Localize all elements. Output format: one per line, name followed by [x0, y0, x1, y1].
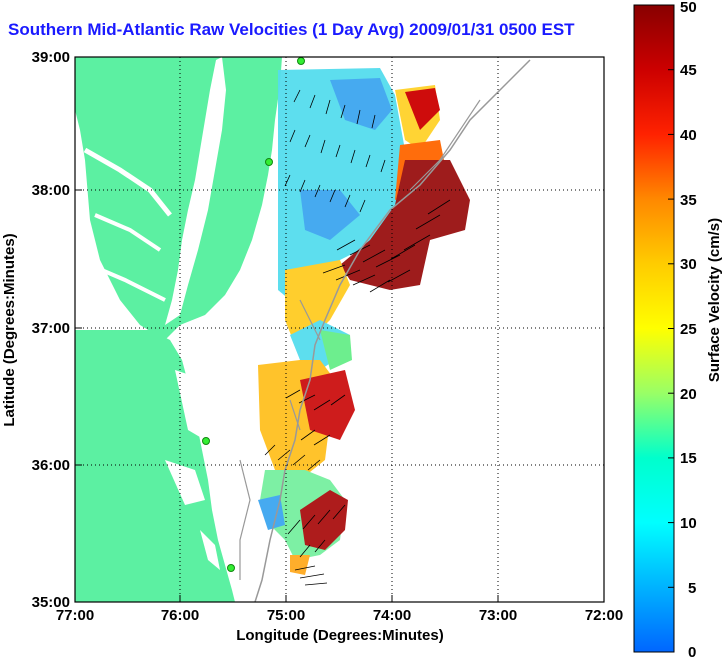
radar-station-marker: [202, 437, 210, 445]
x-tick-label: 72:00: [585, 607, 623, 624]
colorbar-tick-label: 5: [688, 580, 696, 597]
colorbar-tick-label: 0: [688, 644, 696, 659]
colorbar-label: Surface Velocity (cm/s): [706, 218, 723, 382]
bathymetry-contour: [409, 99, 481, 191]
tidal-river: [94, 213, 162, 252]
plot-frame: [74, 56, 605, 603]
radar-stations: [202, 57, 305, 572]
colorbar-tick-label: 10: [680, 515, 697, 532]
x-tick-label: 76:00: [161, 607, 199, 624]
tidal-river: [83, 147, 172, 217]
colorbar-tick-label: 20: [680, 386, 697, 403]
y-axis-label: Latitude (Degrees:Minutes): [1, 233, 18, 426]
colorbar-tick-label: 30: [680, 256, 697, 273]
colorbar-tick-label: 25: [680, 321, 697, 338]
x-axis-label: Longitude (Degrees:Minutes): [236, 627, 444, 644]
sound-inlet: [200, 530, 220, 570]
tidal-river: [89, 263, 166, 302]
x-tick-label: 75:00: [267, 607, 305, 624]
bathymetry-contour: [239, 299, 321, 580]
x-tick-label: 73:00: [479, 607, 517, 624]
bathymetry-contour: [254, 59, 531, 602]
y-tick-label: 35:00: [32, 594, 70, 611]
x-tick-label: 74:00: [373, 607, 411, 624]
y-tick-label: 39:00: [32, 49, 70, 66]
y-tick-label: 37:00: [32, 320, 70, 337]
colorbar-tick-label: 40: [680, 127, 697, 144]
x-tick-label: 77:00: [56, 607, 94, 624]
colorbar-ticks: [668, 4, 674, 588]
y-tick-label: 38:00: [32, 182, 70, 199]
radar-station-marker: [297, 57, 305, 65]
y-tick-label: 36:00: [32, 457, 70, 474]
land-mass: [75, 57, 282, 602]
radar-station-marker: [265, 158, 273, 166]
sound-inlet: [175, 370, 215, 440]
colorbar-tick-label: 35: [680, 192, 697, 209]
map-gridlines: [75, 57, 604, 602]
colorbar-tick-label: 50: [680, 0, 697, 16]
radar-station-marker: [227, 564, 235, 572]
sound-inlet: [165, 460, 205, 505]
current-vectors: [264, 89, 451, 586]
colorbar-tick-label: 15: [680, 450, 697, 467]
map-title: Southern Mid-Atlantic Raw Velocities (1 …: [8, 20, 575, 39]
colorbar-tick-label: 45: [680, 62, 697, 79]
